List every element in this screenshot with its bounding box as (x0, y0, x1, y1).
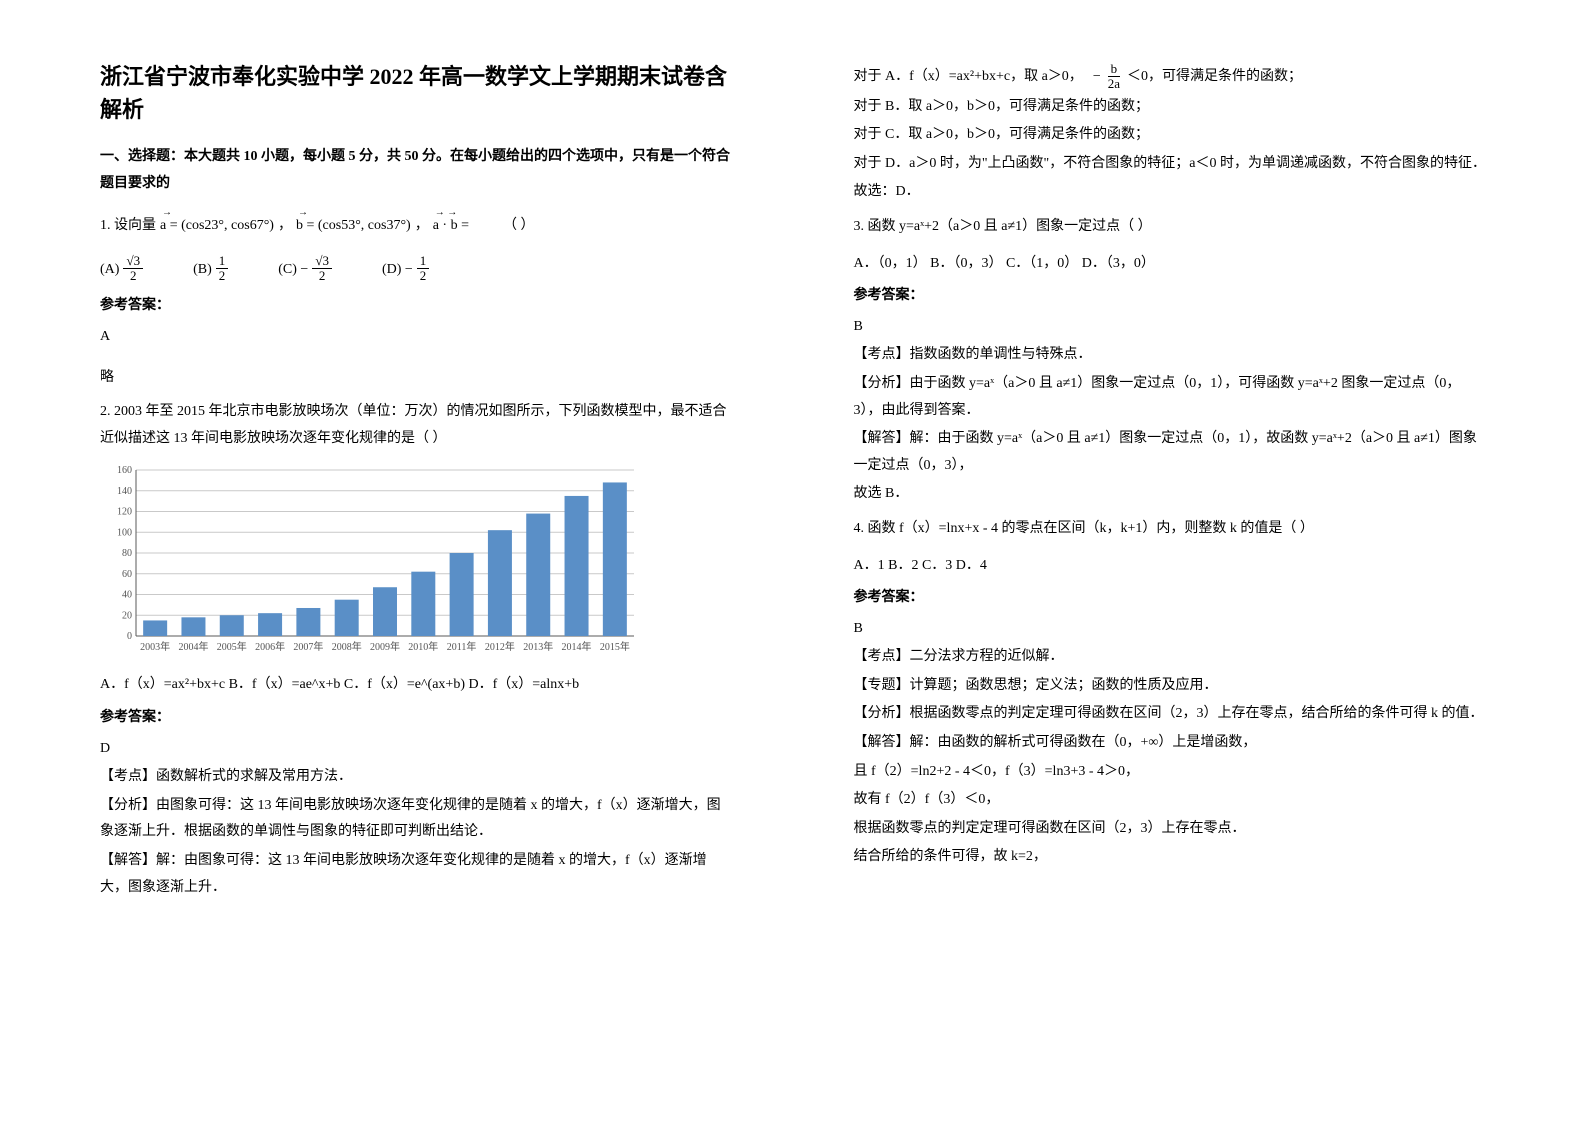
svg-text:2005年: 2005年 (217, 640, 247, 653)
svg-text:2015年: 2015年 (600, 640, 630, 653)
svg-text:120: 120 (117, 507, 132, 518)
svg-text:0: 0 (127, 631, 132, 642)
q2-explain3: 【解答】解：由图象可得：这 13 年间电影放映场次逐年变化规律的是随着 x 的增… (100, 848, 734, 901)
q4-e1: 【考点】二分法求方程的近似解． (854, 644, 1488, 671)
comma: ， (415, 213, 429, 240)
q1-opt-c: (C) − √32 (278, 254, 332, 284)
cont1-text: 对于 A．f（x）=ax²+bx+c，取 a＞0， (854, 64, 1083, 91)
svg-text:2011年: 2011年 (447, 640, 477, 653)
q3-text: 3. 函数 y=aˣ+2（a＞0 且 a≠1）图象一定过点（ ） (854, 214, 1488, 241)
cont-3: 对于 C．取 a＞0，b＞0，可得满足条件的函数； (854, 122, 1488, 149)
frac-num: 1 (216, 254, 229, 269)
q2-explain2: 【分析】由图象可得：这 13 年间电影放映场次逐年变化规律的是随着 x 的增大，… (100, 793, 734, 846)
svg-text:40: 40 (122, 590, 132, 601)
frac-den: 2a (1105, 77, 1123, 91)
opt-label: (A) (100, 257, 119, 284)
svg-text:2003年: 2003年 (140, 640, 170, 653)
frac-num: √3 (123, 254, 143, 269)
svg-text:2006年: 2006年 (255, 640, 285, 653)
q4-e4: 【解答】解：由函数的解析式可得函数在（0，+∞）上是增函数， (854, 730, 1488, 757)
frac-num: 1 (417, 254, 430, 269)
frac-num: b (1108, 62, 1121, 77)
q4-e6: 故有 f（2）f（3）＜0， (854, 787, 1488, 814)
q1-vec-b: b = (cos53°, cos37°) (296, 218, 411, 233)
q1-options: (A) √32 (B) 12 (C) − √32 (D) − 12 (100, 254, 734, 284)
q4-e3: 【分析】根据函数零点的判定定理可得函数在区间（2，3）上存在零点，结合所给的条件… (854, 701, 1488, 728)
q1-paren: （ ） (503, 213, 535, 240)
q3-e2: 【分析】由于函数 y=aˣ（a＞0 且 a≠1）图象一定过点（0，1），可得函数… (854, 371, 1488, 424)
q3-e3: 【解答】解：由于函数 y=aˣ（a＞0 且 a≠1）图象一定过点（0，1），故函… (854, 426, 1488, 479)
svg-text:160: 160 (117, 465, 132, 476)
svg-text:2008年: 2008年 (332, 640, 362, 653)
left-column: 浙江省宁波市奉化实验中学 2022 年高一数学文上学期期末试卷含解析 一、选择题… (0, 0, 794, 1122)
q1-answer: A (100, 324, 734, 351)
q3-answer: B (854, 314, 1488, 341)
question-4: 4. 函数 f（x）=lnx+x - 4 的零点在区间（k，k+1）内，则整数 … (854, 516, 1488, 871)
q2-bar-chart: 0 20 40 60 80 100 120 140 160 2003年 2004年 2005年 2006… (100, 462, 734, 662)
q3-e1: 【考点】指数函数的单调性与特殊点． (854, 342, 1488, 369)
svg-text:2014年: 2014年 (562, 640, 592, 653)
cont-5: 故选：D． (854, 179, 1488, 206)
svg-text:2009年: 2009年 (370, 640, 400, 653)
answer-label: 参考答案： (100, 293, 734, 320)
minus: − (1093, 64, 1101, 91)
answer-label: 参考答案： (100, 705, 734, 732)
q3-options: A．（0，1） B．（0，3） C．（1，0） D．（3，0） (854, 251, 1488, 278)
q2-options: A．f（x）=ax²+bx+c B．f（x）=ae^x+b C．f（x）=e^(… (100, 672, 734, 699)
q4-text: 4. 函数 f（x）=lnx+x - 4 的零点在区间（k，k+1）内，则整数 … (854, 516, 1488, 543)
answer-label: 参考答案： (854, 283, 1488, 310)
svg-text:20: 20 (122, 611, 132, 622)
q4-options: A．1 B．2 C．3 D．4 (854, 553, 1488, 580)
q3-e4: 故选 B． (854, 481, 1488, 508)
q2-explain1: 【考点】函数解析式的求解及常用方法． (100, 764, 734, 791)
svg-text:2013年: 2013年 (523, 640, 553, 653)
svg-text:100: 100 (117, 528, 132, 539)
q1-opt-a: (A) √32 (100, 254, 143, 284)
svg-text:2007年: 2007年 (293, 640, 323, 653)
section-header: 一、选择题：本大题共 10 小题，每小题 5 分，共 50 分。在每小题给出的四… (100, 144, 734, 197)
question-3: 3. 函数 y=aˣ+2（a＞0 且 a≠1）图象一定过点（ ） A．（0，1）… (854, 214, 1488, 508)
frac-den: 2 (216, 269, 229, 283)
svg-text:80: 80 (122, 548, 132, 559)
opt-label: (C) − (278, 257, 308, 284)
q2-answer: D (100, 736, 734, 763)
vec-arrow: → (162, 203, 172, 222)
q4-e2: 【专题】计算题；函数思想；定义法；函数的性质及应用． (854, 673, 1488, 700)
exam-title: 浙江省宁波市奉化实验中学 2022 年高一数学文上学期期末试卷含解析 (100, 60, 734, 126)
opt-label: (B) (193, 257, 212, 284)
svg-text:140: 140 (117, 486, 132, 497)
vec-arrow: → (298, 203, 308, 222)
question-2: 2. 2003 年至 2015 年北京市电影放映场次（单位：万次）的情况如图所示… (100, 399, 734, 901)
answer-label: 参考答案： (854, 585, 1488, 612)
cont-1: 对于 A．f（x）=ax²+bx+c，取 a＞0， − b 2a ＜0，可得满足… (854, 62, 1488, 92)
q1-prefix: 1. 设向量 (100, 213, 156, 240)
svg-text:2004年: 2004年 (178, 640, 208, 653)
q1-brief: 略 (100, 365, 734, 392)
q4-e7: 根据函数零点的判定定理可得函数在区间（2，3）上存在零点． (854, 816, 1488, 843)
cont-2: 对于 B．取 a＞0，b＞0，可得满足条件的函数； (854, 94, 1488, 121)
question-1: 1. 设向量 → a = (cos23°, cos67°) ， → b = (c… (100, 213, 734, 391)
opt-label: (D) − (382, 257, 413, 284)
q2-text: 2. 2003 年至 2015 年北京市电影放映场次（单位：万次）的情况如图所示… (100, 399, 734, 452)
right-column: 对于 A．f（x）=ax²+bx+c，取 a＞0， − b 2a ＜0，可得满足… (794, 0, 1587, 1122)
cont-4: 对于 D．a＞0 时，为"上凸函数"，不符合图象的特征；a＜0 时，为单调递减函… (854, 151, 1488, 178)
comma: ， (278, 213, 292, 240)
vec-arrow: → → (435, 203, 458, 222)
frac-den: 2 (417, 269, 430, 283)
cont1-tail: ＜0，可得满足条件的函数； (1127, 64, 1302, 91)
q1-vec-a: a = (cos23°, cos67°) (160, 218, 274, 233)
q1-opt-b: (B) 12 (193, 254, 228, 284)
frac-den: 2 (127, 269, 140, 283)
q4-answer: B (854, 616, 1488, 643)
frac-num: √3 (312, 254, 332, 269)
svg-text:2010年: 2010年 (408, 640, 438, 653)
frac-den: 2 (316, 269, 329, 283)
q4-e8: 结合所给的条件可得，故 k=2， (854, 844, 1488, 871)
q1-opt-d: (D) − 12 (382, 254, 429, 284)
q4-e5: 且 f（2）=ln2+2 - 4＜0，f（3）=ln3+3 - 4＞0， (854, 759, 1488, 786)
svg-text:2012年: 2012年 (485, 640, 515, 653)
svg-text:60: 60 (122, 569, 132, 580)
